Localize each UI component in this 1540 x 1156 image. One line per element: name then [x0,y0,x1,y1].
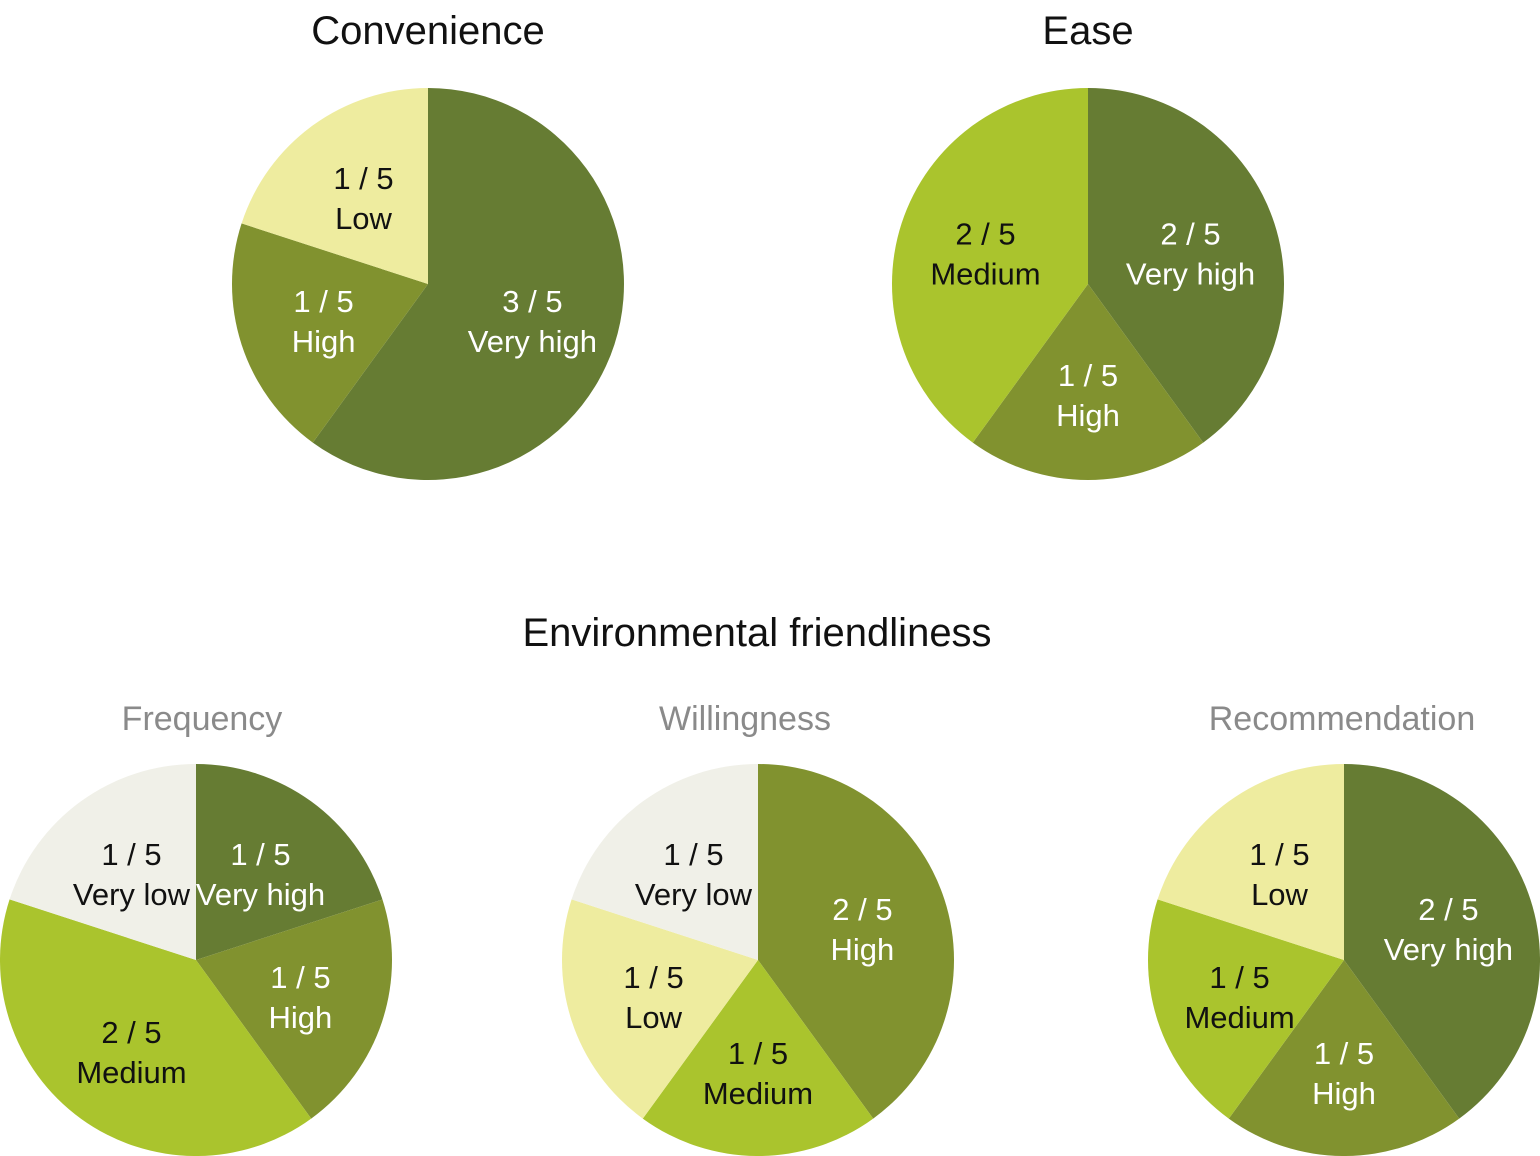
slice-label-low: 1 / 5 Low [1249,837,1309,912]
slice-value-text: 1 / 5 [1209,960,1269,995]
slice-category-text: Low [335,201,392,236]
pie-chart-ease: Ease 2 / 5 Very high 1 / 5 High 2 / 5 Medium [891,9,1285,481]
slice-label-very-high: 2 / 5 Very high [1126,217,1255,292]
slice-value-text: 1 / 5 [1058,358,1118,393]
slice-category-text: Medium [930,257,1040,292]
chart-title: Frequency [122,700,283,738]
pie-slice-low [561,899,758,1119]
pie-slice-low [241,87,428,284]
slice-category-text: Medium [703,1076,813,1111]
slice-category-text: Very low [73,877,191,912]
slice-category-text: Medium [1184,1000,1294,1035]
slice-value-text: 2 / 5 [1160,217,1220,252]
slice-value-text: 3 / 5 [502,284,562,319]
slice-label-very-low: 1 / 5 Very low [73,837,191,912]
slice-value-text: 1 / 5 [1314,1036,1374,1071]
slice-value-text: 2 / 5 [101,1015,161,1050]
pie-chart-convenience: Convenience 3 / 5 Very high 1 / 5 High 1 / 5 L… [231,9,624,480]
slice-category-text: Medium [76,1055,186,1090]
pie-slice-high [758,764,955,1119]
pie-slice-high [231,223,428,443]
chart-title: Ease [1042,9,1133,53]
chart-title: Recommendation [1209,700,1475,738]
pie-slice-very-high [312,88,624,480]
slice-category-text: High [1056,398,1120,433]
slice-value-text: 1 / 5 [101,837,161,872]
pie-slice-very-high [1088,88,1285,443]
slice-label-very-high: 3 / 5 Very high [468,284,597,359]
pie-slice-medium [0,899,312,1156]
slice-value-text: 2 / 5 [955,217,1015,252]
pie-slice-medium [642,960,874,1156]
slice-value-text: 1 / 5 [623,960,683,995]
slice-label-very-low: 1 / 5 Very low [635,837,753,912]
slice-category-text: Low [625,1000,682,1035]
slice-category-text: High [292,324,356,359]
pie-slice-high [1228,960,1460,1156]
slice-category-text: High [1312,1076,1376,1111]
slice-category-text: Very high [1126,257,1255,292]
slice-label-low: 1 / 5 Low [623,960,683,1035]
slice-value-text: 1 / 5 [1249,837,1309,872]
slice-label-medium: 1 / 5 Medium [703,1036,813,1111]
slice-category-text: Low [1251,877,1308,912]
chart-title: Willingness [659,700,831,738]
slice-label-medium: 1 / 5 Medium [1184,960,1294,1035]
slice-label-low: 1 / 5 Low [333,161,393,236]
slice-value-text: 1 / 5 [728,1036,788,1071]
slice-category-text: Very high [1384,932,1513,967]
slice-category-text: High [831,932,895,967]
slice-label-medium: 2 / 5 Medium [76,1015,186,1090]
slice-category-text: High [269,1000,333,1035]
slice-label-high: 1 / 5 High [292,284,356,359]
slice-label-medium: 2 / 5 Medium [930,217,1040,292]
pie-slice-low [1157,763,1344,960]
pie-slice-very-high [196,764,383,960]
slice-label-high: 2 / 5 High [831,892,895,967]
slice-value-text: 1 / 5 [293,284,353,319]
slice-value-text: 2 / 5 [1418,892,1478,927]
slice-category-text: Very high [196,877,325,912]
pie-slice-very-low [9,763,197,960]
slice-value-text: 1 / 5 [270,960,330,995]
slice-label-high: 1 / 5 High [1056,358,1120,433]
slice-label-very-high: 1 / 5 Very high [196,837,325,912]
pie-slice-very-low [571,763,758,960]
pie-chart-frequency: Frequency 1 / 5 Very high 1 / 5 High 2 / 5 Med… [0,700,393,1156]
pie-slice-medium [1147,899,1344,1119]
slice-value-text: 1 / 5 [663,837,723,872]
pie-slice-very-high [1344,764,1540,1119]
pie-slice-high [972,284,1204,481]
slice-label-high: 1 / 5 High [269,960,333,1035]
slice-value-text: 1 / 5 [333,161,393,196]
pie-slice-high [196,899,393,1119]
slice-category-text: Very high [468,324,597,359]
slice-category-text: Very low [635,877,753,912]
group-title: Environmental friendliness [522,611,991,655]
chart-title: Convenience [311,9,545,53]
slice-value-text: 1 / 5 [230,837,290,872]
slice-label-high: 1 / 5 High [1312,1036,1376,1111]
pie-slice-medium [891,88,1088,443]
slice-value-text: 2 / 5 [832,892,892,927]
slice-label-very-high: 2 / 5 Very high [1384,892,1513,967]
